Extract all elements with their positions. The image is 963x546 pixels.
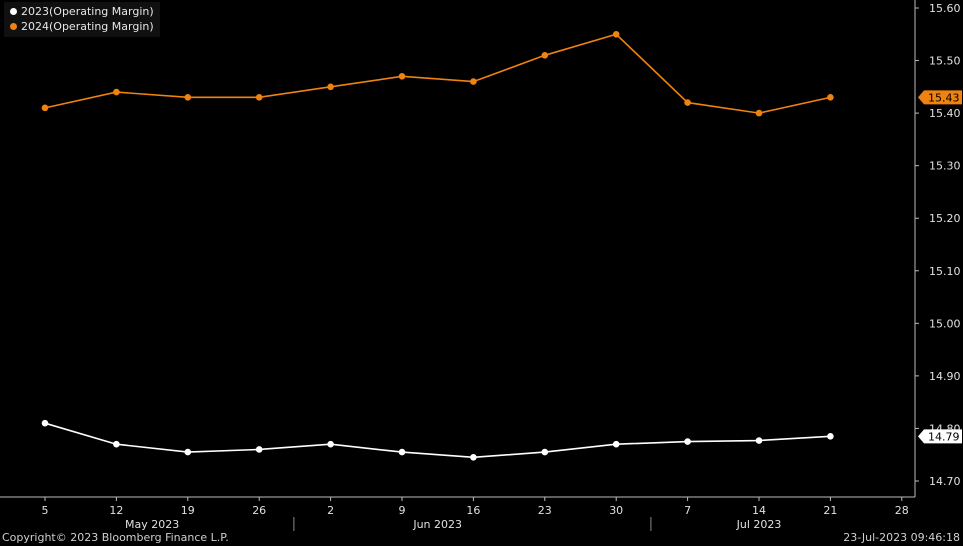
x-tick-label: 21 xyxy=(823,504,837,517)
legend-label-2024: 2024(Operating Margin) xyxy=(21,20,154,33)
month-label: Jul 2023 xyxy=(736,518,782,531)
data-point xyxy=(827,94,834,101)
series-line-1 xyxy=(44,33,831,114)
legend-marker-2024 xyxy=(10,23,17,30)
y-tick-label: 14.70 xyxy=(929,475,961,488)
x-tick-label: 14 xyxy=(752,504,766,517)
x-tick-label: 28 xyxy=(895,504,909,517)
legend-marker-2023 xyxy=(10,8,17,15)
y-tick-label: 14.90 xyxy=(929,370,961,383)
data-point xyxy=(398,73,406,80)
x-tick-label: 16 xyxy=(466,504,480,517)
month-label: Jun 2023 xyxy=(412,518,462,531)
last-value-label: 15.43 xyxy=(928,91,960,104)
x-tick-label: 23 xyxy=(538,504,552,517)
data-point xyxy=(755,109,763,117)
copyright-text: Copyright© 2023 Bloomberg Finance L.P. xyxy=(2,531,229,544)
series-line-0 xyxy=(44,422,831,459)
x-tick-label: 5 xyxy=(42,504,49,517)
y-tick-label: 15.10 xyxy=(929,265,961,278)
month-label: May 2023 xyxy=(125,518,179,531)
data-point xyxy=(470,454,477,461)
data-point xyxy=(684,99,691,106)
legend-item-2024: 2024(Operating Margin) xyxy=(10,19,154,34)
last-value-badge xyxy=(918,429,962,444)
x-tick-label: 19 xyxy=(181,504,195,517)
y-tick-label: 15.40 xyxy=(929,107,961,120)
last-value-badge xyxy=(918,90,962,105)
x-tick-label: 30 xyxy=(609,504,623,517)
last-value-label: 14.79 xyxy=(928,430,960,443)
data-point xyxy=(184,448,192,456)
y-tick-label: 15.30 xyxy=(929,160,961,173)
data-point xyxy=(827,433,834,440)
x-tick-label: 7 xyxy=(684,504,691,517)
data-point xyxy=(255,446,263,453)
x-tick-label: 26 xyxy=(252,504,266,517)
y-tick-label: 15.60 xyxy=(929,2,961,15)
x-tick-label: 2 xyxy=(327,504,334,517)
data-point xyxy=(541,448,549,456)
data-point xyxy=(113,440,120,448)
data-point xyxy=(470,78,477,85)
y-tick-label: 15.50 xyxy=(929,55,961,68)
timestamp-text: 23-Jul-2023 09:46:18 xyxy=(843,531,960,544)
data-point xyxy=(755,437,763,444)
data-point xyxy=(184,94,192,101)
data-point xyxy=(398,448,406,456)
y-tick-label: 15.20 xyxy=(929,212,961,225)
data-point xyxy=(41,419,49,427)
x-tick-label: 9 xyxy=(399,504,406,517)
data-point xyxy=(255,94,263,101)
data-point xyxy=(684,438,691,445)
legend: 2023(Operating Margin) 2024(Operating Ma… xyxy=(4,2,160,37)
x-tick-label: 12 xyxy=(109,504,123,517)
data-point xyxy=(541,52,549,59)
legend-label-2023: 2023(Operating Margin) xyxy=(21,5,154,18)
data-point xyxy=(612,30,620,38)
data-point xyxy=(113,88,120,96)
data-point xyxy=(41,104,49,112)
legend-item-2023: 2023(Operating Margin) xyxy=(10,4,154,19)
data-point xyxy=(612,440,620,448)
y-tick-label: 15.00 xyxy=(929,317,961,330)
data-point xyxy=(327,83,334,91)
data-point xyxy=(327,440,334,448)
